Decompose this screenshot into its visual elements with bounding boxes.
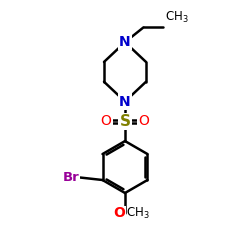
Text: O: O (113, 206, 125, 220)
Text: CH$_3$: CH$_3$ (164, 10, 188, 25)
Text: O: O (138, 114, 149, 128)
Text: Br: Br (62, 171, 79, 184)
Text: N: N (119, 35, 131, 49)
Text: N: N (119, 94, 131, 108)
Text: O: O (100, 114, 112, 128)
Text: S: S (120, 114, 130, 129)
Text: CH$_3$: CH$_3$ (126, 206, 150, 221)
